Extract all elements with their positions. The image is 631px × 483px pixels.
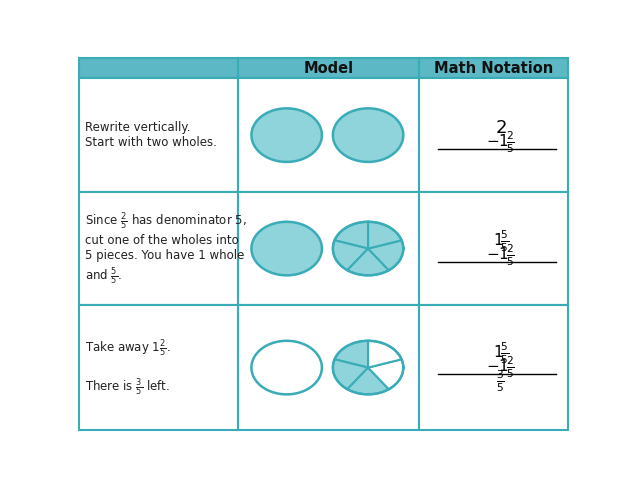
Polygon shape <box>333 240 368 270</box>
Polygon shape <box>368 240 403 270</box>
Bar <box>419 305 568 430</box>
Bar <box>79 58 238 78</box>
Text: $-1\!\frac{2}{5}$: $-1\!\frac{2}{5}$ <box>487 129 515 155</box>
Bar <box>419 58 568 78</box>
Text: $1\!\frac{5}{5}$: $1\!\frac{5}{5}$ <box>493 229 509 254</box>
Polygon shape <box>333 359 368 389</box>
Text: Math Notation: Math Notation <box>433 61 553 76</box>
Bar <box>238 192 419 305</box>
Text: Take away $1\frac{2}{5}$.

There is $\frac{3}{5}$ left.: Take away $1\frac{2}{5}$. There is $\fra… <box>85 337 170 398</box>
Polygon shape <box>368 359 403 389</box>
Text: $1\!\frac{5}{5}$: $1\!\frac{5}{5}$ <box>493 341 509 366</box>
Polygon shape <box>348 249 389 275</box>
Text: Model: Model <box>304 61 353 76</box>
Text: Since $\frac{2}{5}$ has denominator 5,
cut one of the wholes into
5 pieces. You : Since $\frac{2}{5}$ has denominator 5, c… <box>85 211 247 287</box>
Text: $-1\!\frac{2}{5}$: $-1\!\frac{2}{5}$ <box>487 243 515 269</box>
Polygon shape <box>252 222 322 275</box>
Text: $\frac{3}{5}$: $\frac{3}{5}$ <box>497 369 505 395</box>
Text: $-1\!\frac{2}{5}$: $-1\!\frac{2}{5}$ <box>487 355 515 380</box>
Bar <box>238 78 419 192</box>
Polygon shape <box>334 222 368 249</box>
Bar <box>79 192 238 305</box>
Polygon shape <box>333 108 403 162</box>
Bar <box>419 78 568 192</box>
Bar <box>238 305 419 430</box>
Bar <box>419 192 568 305</box>
Polygon shape <box>368 222 401 249</box>
Text: $2$: $2$ <box>495 119 507 137</box>
Polygon shape <box>252 341 322 394</box>
Polygon shape <box>252 108 322 162</box>
Text: Rewrite vertically.
Start with two wholes.: Rewrite vertically. Start with two whole… <box>85 121 216 149</box>
Polygon shape <box>368 341 401 368</box>
Polygon shape <box>334 341 368 368</box>
Bar <box>79 305 238 430</box>
Polygon shape <box>348 368 389 394</box>
Bar <box>238 58 419 78</box>
Bar <box>79 78 238 192</box>
